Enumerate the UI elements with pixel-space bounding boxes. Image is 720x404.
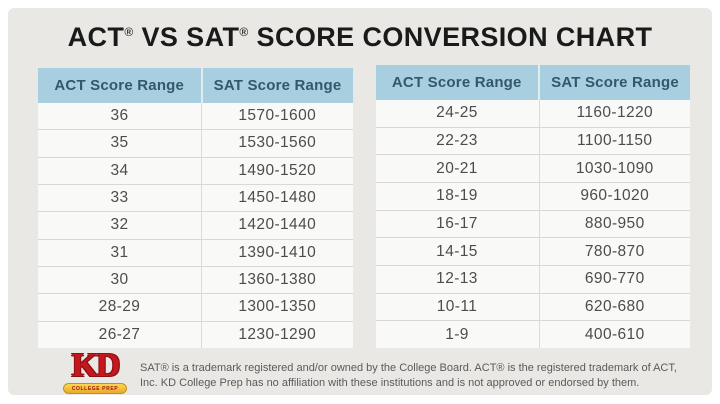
table-row: 36 1570-1600 <box>38 103 353 130</box>
kd-logo-banner: COLLEGE PREP <box>63 383 127 394</box>
table-row: 32 1420-1440 <box>38 211 353 239</box>
table-row: 30 1360-1380 <box>38 265 353 294</box>
disclaimer-line-1: SAT® is a trademark registered and/or ow… <box>140 362 677 374</box>
sat-range-cell: 880-950 <box>584 215 645 233</box>
act-range-cell: 10-11 <box>376 293 540 321</box>
act-range-cell: 35 <box>38 130 203 157</box>
column-header-act: ACT Score Range <box>38 68 203 103</box>
chart-background: ACT® VS SAT® SCORE CONVERSION CHART ACT … <box>8 8 712 395</box>
sat-range-cell: 1390-1410 <box>238 243 317 261</box>
table-row: 26-27 1230-1290 <box>38 320 353 348</box>
table-row: 20-21 1030-1090 <box>375 154 690 183</box>
table-row: 14-15 780-870 <box>375 237 690 266</box>
conversion-tables: ACT Score Range SAT Score Range 36 1570-1… <box>38 65 691 349</box>
act-range-cell: 33 <box>38 184 203 212</box>
registered-trademark-symbol: ® <box>239 25 249 39</box>
table-row: 33 1450-1480 <box>38 183 353 212</box>
act-range-cell: 1-9 <box>376 321 540 349</box>
sat-range-cell: 780-870 <box>584 242 645 260</box>
score-table-high-range: ACT Score Range SAT Score Range 36 1570-1… <box>38 68 353 348</box>
act-range-cell: 28-29 <box>38 294 203 321</box>
sat-range-cell: 1570-1600 <box>238 107 317 125</box>
table-row: 34 1490-1520 <box>38 156 353 184</box>
title-text: VS SAT <box>133 22 240 52</box>
table-row: 12-13 690-770 <box>375 265 690 293</box>
act-range-cell: 20-21 <box>376 155 540 183</box>
act-range-cell: 36 <box>38 103 203 130</box>
score-table-low-range: ACT Score Range SAT Score Range 24-25 116… <box>375 65 691 349</box>
act-range-cell: 26-27 <box>38 321 203 348</box>
sat-range-cell: 1030-1090 <box>575 159 654 177</box>
sat-range-cell: 1230-1290 <box>238 325 317 343</box>
table-row: 1-9 400-610 <box>375 320 690 349</box>
page-title: ACT® VS SAT® SCORE CONVERSION CHART <box>8 8 712 53</box>
table-body: 36 1570-1600 35 1530-1560 34 1490-1520 33 1450-… <box>38 103 353 348</box>
sat-range-cell: 1450-1480 <box>238 189 317 207</box>
disclaimer: SAT® is a trademark registered and/or ow… <box>140 361 700 391</box>
act-range-cell: 22-23 <box>376 127 540 155</box>
act-range-cell: 32 <box>38 212 203 239</box>
registered-trademark-symbol: ® <box>124 25 134 39</box>
sat-range-cell: 1160-1220 <box>576 104 654 122</box>
sat-range-cell: 960-1020 <box>580 187 650 205</box>
table-body: 24-25 1160-1220 22-23 1100-1150 20-21 1030-10… <box>375 100 691 349</box>
disclaimer-line-2: Inc. KD College Prep has no affiliation … <box>140 377 640 389</box>
table-header-row: ACT Score Range SAT Score Range <box>375 65 690 100</box>
table-row: 18-19 960-1020 <box>375 182 690 210</box>
title-text: ACT <box>67 22 125 52</box>
sat-range-cell: 620-680 <box>584 298 645 316</box>
sat-range-cell: 1300-1350 <box>238 298 317 316</box>
table-row: 31 1390-1410 <box>38 238 353 266</box>
act-range-cell: 14-15 <box>376 238 540 266</box>
sat-range-cell: 1420-1440 <box>238 216 317 234</box>
act-range-cell: 16-17 <box>376 210 540 238</box>
table-row: 35 1530-1560 <box>38 129 353 157</box>
kd-logo-letters: KD <box>71 347 121 384</box>
act-range-cell: 12-13 <box>376 266 540 293</box>
sat-range-cell: 690-770 <box>584 270 645 288</box>
table-row: 28-29 1300-1350 <box>38 293 353 321</box>
sat-range-cell: 1360-1380 <box>238 271 317 289</box>
act-range-cell: 30 <box>38 266 203 294</box>
table-row: 24-25 1160-1220 <box>376 100 691 127</box>
kd-college-prep-logo: KD COLLEGE PREP <box>60 347 130 394</box>
table-row: 22-23 1100-1150 <box>375 126 690 155</box>
column-header-sat: SAT Score Range <box>540 65 690 100</box>
title-text: SCORE CONVERSION CHART <box>248 22 653 52</box>
act-range-cell: 34 <box>38 157 203 184</box>
column-header-act: ACT Score Range <box>375 65 540 100</box>
table-row: 16-17 880-950 <box>375 209 690 238</box>
act-range-cell: 18-19 <box>376 183 540 210</box>
table-row: 10-11 620-680 <box>375 292 690 321</box>
act-range-cell: 24-25 <box>376 100 540 127</box>
sat-range-cell: 1490-1520 <box>238 161 317 179</box>
sat-range-cell: 1100-1150 <box>577 132 653 149</box>
sat-range-cell: 400-610 <box>584 325 645 343</box>
table-header-row: ACT Score Range SAT Score Range <box>38 68 353 103</box>
sat-range-cell: 1530-1560 <box>238 134 317 152</box>
column-header-sat: SAT Score Range <box>202 68 353 103</box>
act-range-cell: 31 <box>38 239 203 266</box>
